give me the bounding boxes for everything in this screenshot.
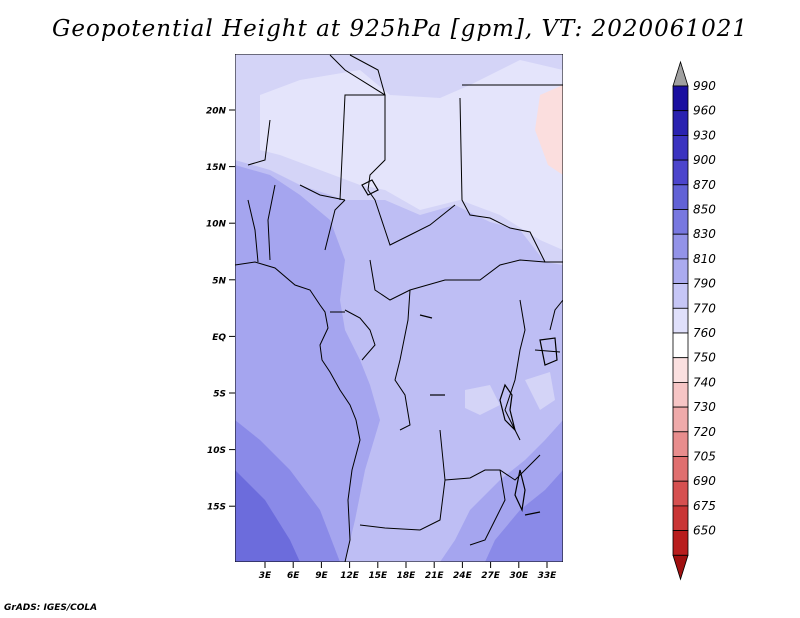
colorbar-label: 730 [693, 400, 716, 414]
colorbar-box [672, 480, 689, 507]
colorbar-label: 705 [693, 450, 716, 464]
y-tick-label: 15N [206, 163, 227, 173]
chart-title: Geopotential Height at 925hPa [gpm], VT:… [52, 16, 748, 42]
y-tick-label: 5N [212, 276, 226, 286]
colorbar-box [672, 85, 689, 112]
x-tick-label: 3E [259, 571, 272, 581]
colorbar-box [672, 456, 689, 482]
colorbar-label: 790 [693, 277, 716, 291]
colorbar-label: 740 [693, 375, 716, 389]
x-tick-label: 12E [340, 571, 360, 581]
colorbar-box [672, 406, 689, 433]
field-750-east [535, 85, 563, 175]
x-tick-label: 33E [538, 571, 558, 581]
y-tick-label: 15S [207, 503, 226, 513]
colorbar-label: 650 [693, 524, 716, 538]
colorbar-box [672, 283, 689, 309]
colorbar-label: 690 [693, 474, 716, 488]
colorbar-box [672, 530, 689, 556]
field-white-patch [400, 158, 445, 195]
colorbar-label: 850 [693, 203, 716, 217]
x-tick-label: 9E [315, 571, 328, 581]
y-axis: 20N 15N 10N 5N EQ 5S 10S 15S [206, 107, 235, 513]
colorbar-label: 675 [693, 499, 716, 513]
colorbar-box [672, 258, 689, 284]
colorbar-label: 900 [693, 153, 716, 167]
field-770-north [260, 60, 563, 250]
colorbar-box [672, 381, 689, 408]
y-tick-label: 10N [206, 220, 227, 230]
x-tick-label: 27E [481, 571, 501, 581]
colorbar-box [672, 209, 689, 235]
colorbar-box [672, 431, 689, 457]
colorbar-label: 960 [693, 104, 716, 118]
field-870-west [235, 470, 300, 562]
field-790-patch-center [465, 385, 500, 415]
colorbar-top-arrow [672, 60, 689, 87]
colorbar-box [672, 307, 689, 334]
colorbar-box [672, 184, 689, 210]
colorbar-box [672, 357, 689, 383]
lakes [361, 179, 558, 516]
x-tick-label: 15E [368, 571, 388, 581]
colorbar-label: 770 [693, 301, 716, 315]
x-tick-label: 30E [509, 571, 529, 581]
y-tick-label: 5S [213, 390, 226, 400]
colorbar-box [672, 110, 689, 136]
colorbar-box [672, 159, 689, 186]
colorbar-box [672, 134, 689, 161]
colorbar-box [672, 505, 689, 531]
y-tick-label: 10S [207, 446, 226, 456]
y-tick-label: EQ [212, 333, 226, 343]
x-axis: 3E 6E 9E 12E 15E 18E 21E 24E 27E 30E 33E [259, 562, 557, 581]
country-borders [235, 54, 563, 562]
x-tick-label: 18E [397, 571, 417, 581]
colorbar-box [672, 332, 689, 359]
x-tick-label: 21E [425, 571, 445, 581]
field-790-patch-east [525, 372, 555, 410]
colorbar-label: 810 [693, 252, 716, 266]
field-850-east [485, 470, 563, 562]
colorbar-label: 720 [693, 425, 716, 439]
colorbar-label: 750 [693, 351, 716, 365]
x-tick-label: 6E [287, 571, 300, 581]
colorbar-bottom-arrow [672, 554, 689, 581]
colorbar-box [672, 233, 689, 260]
colorbar-label: 990 [693, 79, 716, 93]
colorbar-label: 760 [693, 326, 716, 340]
height-field [235, 54, 563, 562]
colorbar-label: 830 [693, 227, 716, 241]
colorbar-label: 930 [693, 128, 716, 142]
colorbar: 990 960 930 900 870 850 830 810 790 770 760 750 740 7… [672, 60, 716, 581]
y-tick-label: 20N [206, 107, 227, 117]
grads-credit: GrADS: IGES/COLA [4, 603, 98, 613]
x-tick-label: 24E [453, 571, 473, 581]
colorbar-label: 870 [693, 178, 716, 192]
